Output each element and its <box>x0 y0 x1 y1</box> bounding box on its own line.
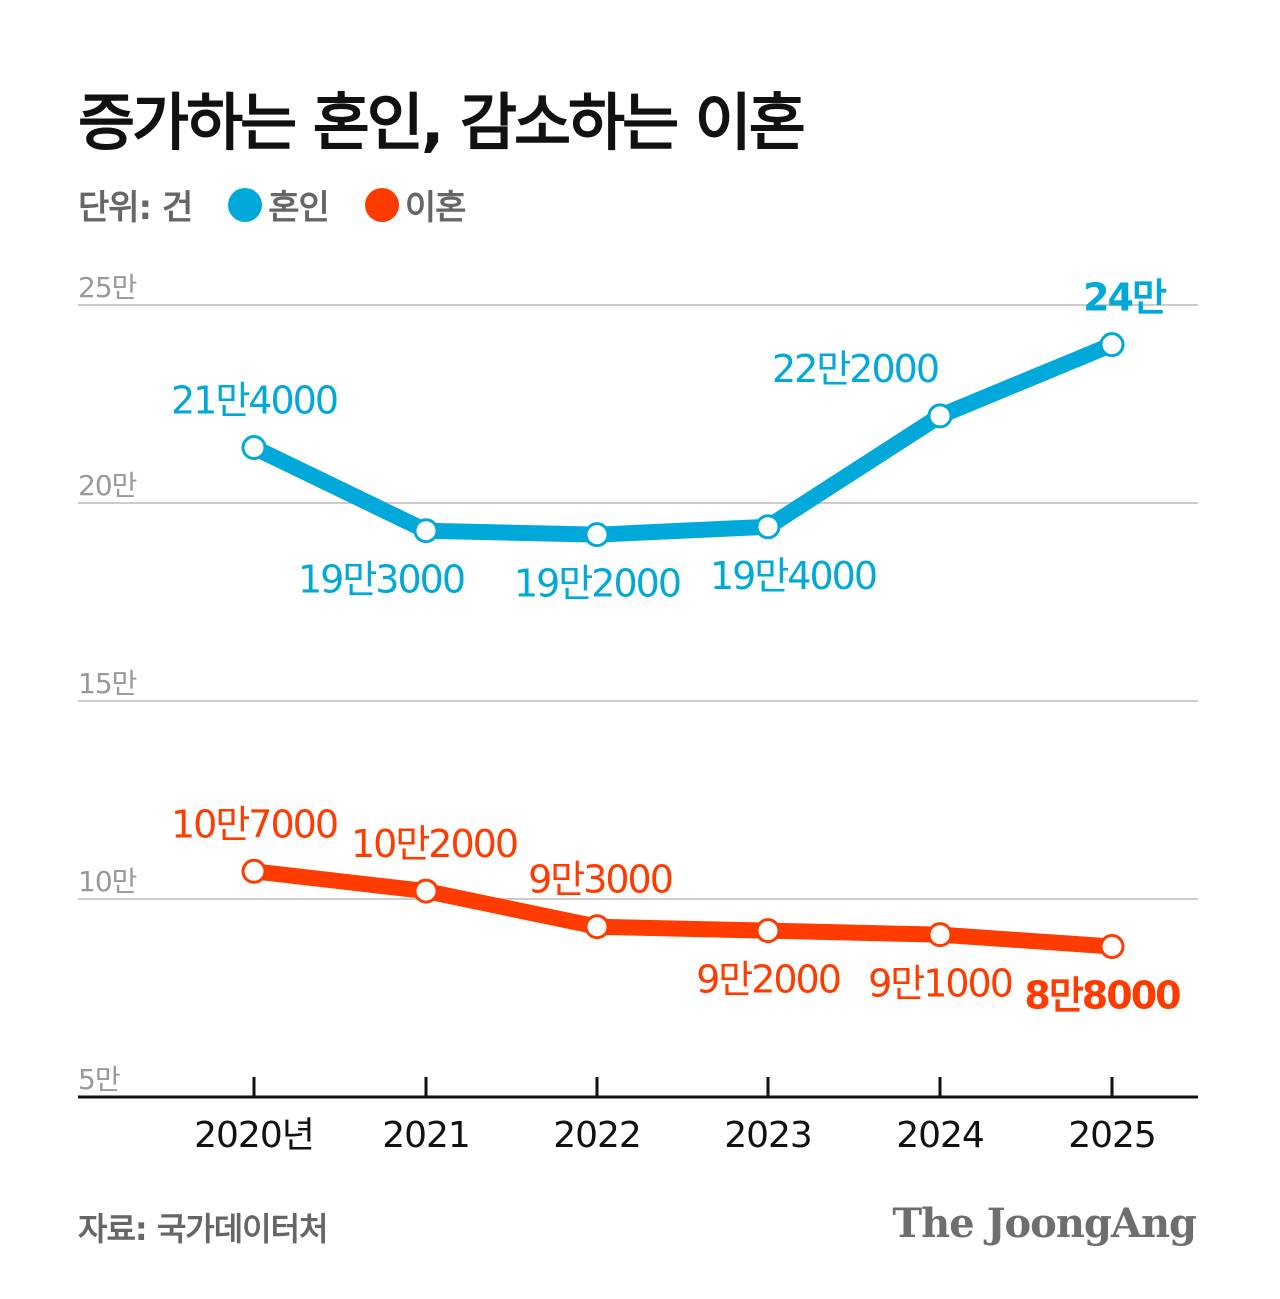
publisher-logo: The JoongAng <box>892 1200 1197 1247</box>
y-tick-label: 10만 <box>78 865 137 898</box>
data-point <box>927 403 953 429</box>
data-point <box>584 522 610 548</box>
legend: 단위: 건 혼인 이혼 <box>78 180 467 229</box>
data-point <box>241 858 267 884</box>
data-point <box>584 914 610 940</box>
data-label: 22만2000 <box>772 347 938 391</box>
data-label: 9만2000 <box>696 958 840 1002</box>
data-label: 9만3000 <box>528 858 672 902</box>
x-tick-label: 2021 <box>382 1115 470 1156</box>
y-tick-label: 15만 <box>78 667 137 700</box>
data-point <box>1099 934 1125 960</box>
data-point <box>1099 332 1125 358</box>
data-label: 24만 <box>1083 276 1167 320</box>
legend-marriage-swatch <box>228 187 263 222</box>
legend-divorce-label: 이혼 <box>404 188 467 228</box>
chart-title: 증가하는 혼인, 감소하는 이혼 <box>78 86 806 159</box>
data-label: 10만7000 <box>171 802 337 846</box>
data-point <box>755 918 781 944</box>
y-tick-label: 20만 <box>78 469 137 502</box>
data-label: 8만8000 <box>1024 974 1180 1018</box>
data-label: 10만2000 <box>351 822 517 866</box>
data-point <box>241 435 267 461</box>
y-tick-label: 25만 <box>78 271 137 304</box>
data-label: 9만1000 <box>868 962 1012 1006</box>
unit-label: 단위: 건 <box>78 188 193 228</box>
data-label: 21만4000 <box>171 379 337 423</box>
x-tick-label: 2023 <box>724 1115 812 1156</box>
x-tick-label: 2025 <box>1068 1115 1156 1156</box>
source-note: 자료: 국가데이터처 <box>78 1210 328 1248</box>
data-label: 19만2000 <box>514 562 680 606</box>
y-tick-label: 5만 <box>78 1063 120 1096</box>
legend-divorce-swatch <box>364 187 399 222</box>
data-label: 19만3000 <box>298 558 464 602</box>
divorce-line <box>246 863 1120 955</box>
data-point <box>755 514 781 540</box>
x-tick-label: 2022 <box>553 1115 641 1156</box>
x-tick-label: 2020년 <box>194 1115 314 1156</box>
marriage-line <box>246 336 1120 543</box>
data-point <box>413 518 439 544</box>
data-label: 19만4000 <box>710 554 876 598</box>
data-point <box>927 922 953 948</box>
data-point <box>413 878 439 904</box>
x-tick-label: 2024 <box>896 1115 984 1156</box>
legend-marriage-label: 혼인 <box>268 188 330 228</box>
